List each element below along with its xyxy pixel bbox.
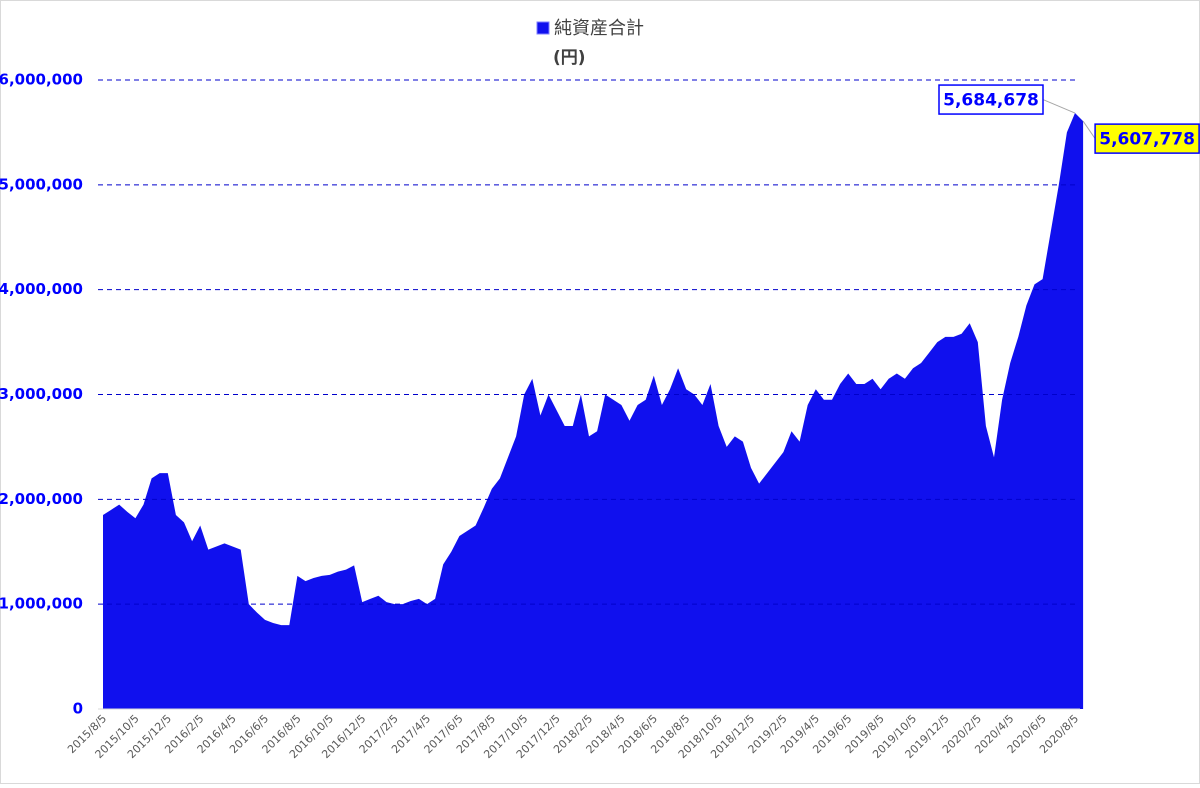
y-tick-label: 3,000,000 <box>0 385 83 403</box>
y-tick-label: 1,000,000 <box>0 595 83 613</box>
y-tick-label: 4,000,000 <box>0 280 83 298</box>
y-tick-label: 6,000,000 <box>0 71 83 89</box>
label-leader <box>1042 99 1076 114</box>
y-tick-label: 2,000,000 <box>0 490 83 508</box>
y-tick-label: 5,000,000 <box>0 175 83 193</box>
legend-label: 純資産合計 <box>554 18 644 39</box>
data-label-box <box>1094 123 1200 154</box>
data-label: 5,684,678 <box>943 91 1039 111</box>
data-label-box <box>938 84 1044 115</box>
legend-swatch <box>536 21 550 35</box>
y-axis-label: (円) <box>553 48 586 68</box>
data-label: 5,607,778 <box>1099 130 1195 150</box>
label-leader <box>1082 120 1096 139</box>
area <box>103 113 1084 709</box>
y-tick-label: 0 <box>73 700 83 718</box>
